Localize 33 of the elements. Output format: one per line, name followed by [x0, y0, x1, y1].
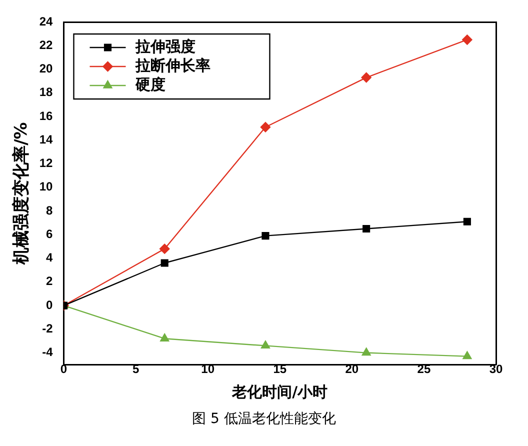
- y-tick-label: -2: [42, 321, 54, 336]
- y-tick-label: 12: [39, 156, 54, 170]
- point: [160, 334, 170, 342]
- y-tick-label: 4: [46, 250, 54, 265]
- y-tick-label: -4: [42, 345, 54, 360]
- y-tick-label: 22: [39, 38, 54, 52]
- y-tick-label: 6: [46, 226, 54, 241]
- legend-label: 硬度: [134, 75, 166, 94]
- y-tick-label: 20: [39, 62, 54, 76]
- y-tick-label: 0: [46, 298, 54, 312]
- y-axis-title: 机械强度变化率/%: [12, 122, 32, 266]
- point: [463, 218, 471, 226]
- x-axis-title: 老化时间/小时: [231, 382, 328, 401]
- legend-label: 拉断伸长率: [134, 56, 211, 74]
- caption: 图 5 低温老化性能变化: [191, 410, 337, 428]
- point: [362, 224, 370, 233]
- point: [260, 122, 271, 132]
- y-tick-label: 14: [39, 132, 54, 146]
- point: [362, 348, 371, 356]
- y-tick-label: 8: [46, 203, 54, 218]
- y-tick-label: 16: [39, 108, 54, 123]
- point: [462, 351, 472, 360]
- point: [260, 340, 270, 349]
- y-tick-label: 10: [39, 180, 54, 194]
- y-tick-label: 18: [39, 85, 54, 100]
- point: [462, 34, 472, 45]
- y-tick-label: 2: [46, 274, 54, 288]
- point: [361, 72, 372, 83]
- point: [160, 259, 168, 267]
- point: [160, 244, 170, 254]
- y-tick-label: 24: [39, 14, 54, 28]
- point: [262, 232, 270, 240]
- legend-label: 拉伸强度: [134, 37, 196, 56]
